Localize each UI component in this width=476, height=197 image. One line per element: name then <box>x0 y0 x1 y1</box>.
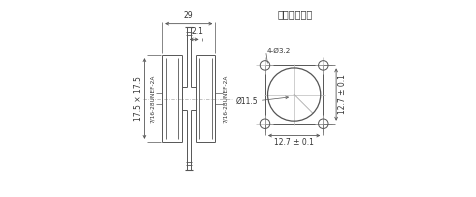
Text: 12.7 ± 0.1: 12.7 ± 0.1 <box>338 75 347 114</box>
Text: 17.5 × 17.5: 17.5 × 17.5 <box>134 76 143 121</box>
Text: 7/16-28UNEF-2A: 7/16-28UNEF-2A <box>150 74 155 123</box>
Text: 7/16-28UNEF-2A: 7/16-28UNEF-2A <box>223 74 228 123</box>
Text: 12.7 ± 0.1: 12.7 ± 0.1 <box>274 138 314 148</box>
Text: 安装开孔尺寸: 安装开孔尺寸 <box>277 9 312 19</box>
Text: Ø11.5: Ø11.5 <box>236 97 258 106</box>
Text: 2.1: 2.1 <box>192 27 204 36</box>
Text: 4-Ø3.2: 4-Ø3.2 <box>267 48 291 54</box>
Text: 29: 29 <box>184 11 194 20</box>
